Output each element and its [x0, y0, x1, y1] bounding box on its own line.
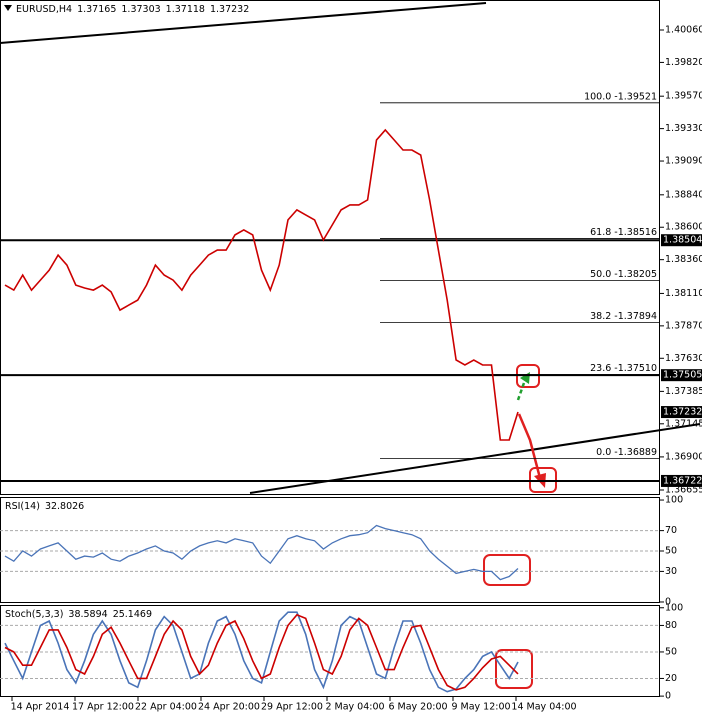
y-tick-label: 50 [665, 646, 677, 657]
y-tick-label: 20 [665, 673, 677, 684]
fib-label: 23.6 -1.37510 [590, 363, 657, 374]
header-value: 1.37232 [210, 4, 249, 15]
level-label-box [661, 234, 702, 247]
time-label: 9 May 12:00 [451, 702, 510, 713]
fib-label: 100.0 -1.39521 [584, 91, 657, 102]
header-value: 1.37118 [166, 4, 205, 15]
y-tick-label: 1.38360 [665, 254, 702, 265]
panel-title: Stoch(5,3,3) 38.5894 25.1469 [5, 609, 152, 620]
y-tick-label: 1.39330 [665, 123, 702, 134]
y-tick-label: 1.39090 [665, 156, 702, 167]
highlight-box [483, 554, 531, 586]
y-tick-label: 0 [665, 596, 671, 607]
y-tick-label: 1.37870 [665, 320, 702, 331]
y-tick-label: 1.39570 [665, 91, 702, 102]
highlight-box [495, 649, 533, 689]
time-label: 24 Apr 20:00 [198, 702, 260, 713]
y-tick-label: 1.36655 [665, 485, 702, 496]
y-tick-label: 1.36900 [665, 451, 702, 462]
arrow-down [517, 413, 542, 479]
y-tick-label: 1.40060 [665, 24, 702, 35]
arrow-up [516, 379, 527, 401]
y-tick-label: 1.38600 [665, 222, 702, 233]
y-tick-label: 50 [665, 546, 677, 557]
panel-icon [4, 5, 12, 11]
y-tick-label: 1.38110 [665, 288, 702, 299]
time-label: 14 May 04:00 [511, 702, 576, 713]
fib-label: 50.0 -1.38205 [590, 269, 657, 280]
trend-line [0, 2, 487, 44]
panel-name: Stoch(5,3,3) [5, 609, 63, 620]
panel-title: RSI(14) 32.8026 [5, 501, 84, 512]
time-label: 2 May 04:00 [325, 702, 384, 713]
last-price-label: 1.37232 [663, 407, 702, 418]
time-label: 17 Apr 12:00 [72, 702, 134, 713]
level-label: 1.36722 [663, 475, 702, 486]
y-tick-label: 1.37385 [665, 386, 702, 397]
header-value: 38.5894 [68, 609, 107, 620]
price-line [4, 613, 519, 691]
panel-name: EURUSD,H4 [16, 4, 72, 15]
header-value: 25.1469 [113, 609, 152, 620]
time-label: 29 Apr 12:00 [261, 702, 323, 713]
time-label: 22 Apr 04:00 [135, 702, 197, 713]
header-value: 1.37165 [77, 4, 116, 15]
time-label: 6 May 20:00 [388, 702, 447, 713]
y-tick-label: 80 [665, 620, 677, 631]
level-label: 1.38504 [663, 235, 702, 246]
main-panel-frame [0, 0, 660, 495]
y-tick-label: 1.39820 [665, 57, 702, 68]
header-value: 1.37303 [121, 4, 160, 15]
y-tick-label: 70 [665, 525, 677, 536]
y-tick-label: 100 [665, 602, 683, 613]
price-line [4, 524, 519, 581]
rsi-panel-frame [0, 497, 660, 603]
fib-label: 0.0 -1.36889 [596, 447, 657, 458]
chart-content: 1.40060 1.39820 1.39570 1.39330 1.39090 1.388… [0, 4, 702, 713]
y-tick-label: 1.37630 [665, 353, 702, 364]
y-tick-label: 1.37145 [665, 418, 702, 429]
panel-name: RSI(14) [5, 501, 40, 512]
y-tick-label: 0 [665, 691, 671, 702]
panel-title: EURUSD,H4 1.37165 1.37303 1.37118 1.37232 [16, 4, 249, 15]
level-label-box [661, 369, 702, 382]
level-label: 1.37505 [663, 370, 702, 381]
y-tick-label: 30 [665, 566, 677, 577]
y-tick-label: 1.38840 [665, 189, 702, 200]
header-value: 32.8026 [45, 501, 84, 512]
level-label-box [661, 474, 702, 487]
last-price-box [661, 406, 702, 419]
fib-label: 38.2 -1.37894 [590, 311, 657, 322]
price-line [4, 128, 519, 441]
fib-label: 61.8 -1.38516 [590, 227, 657, 238]
y-tick-label: 100 [665, 495, 683, 506]
time-label: 14 Apr 2014 [11, 702, 70, 713]
stoch-panel-frame [0, 605, 660, 697]
price-line [4, 611, 519, 693]
